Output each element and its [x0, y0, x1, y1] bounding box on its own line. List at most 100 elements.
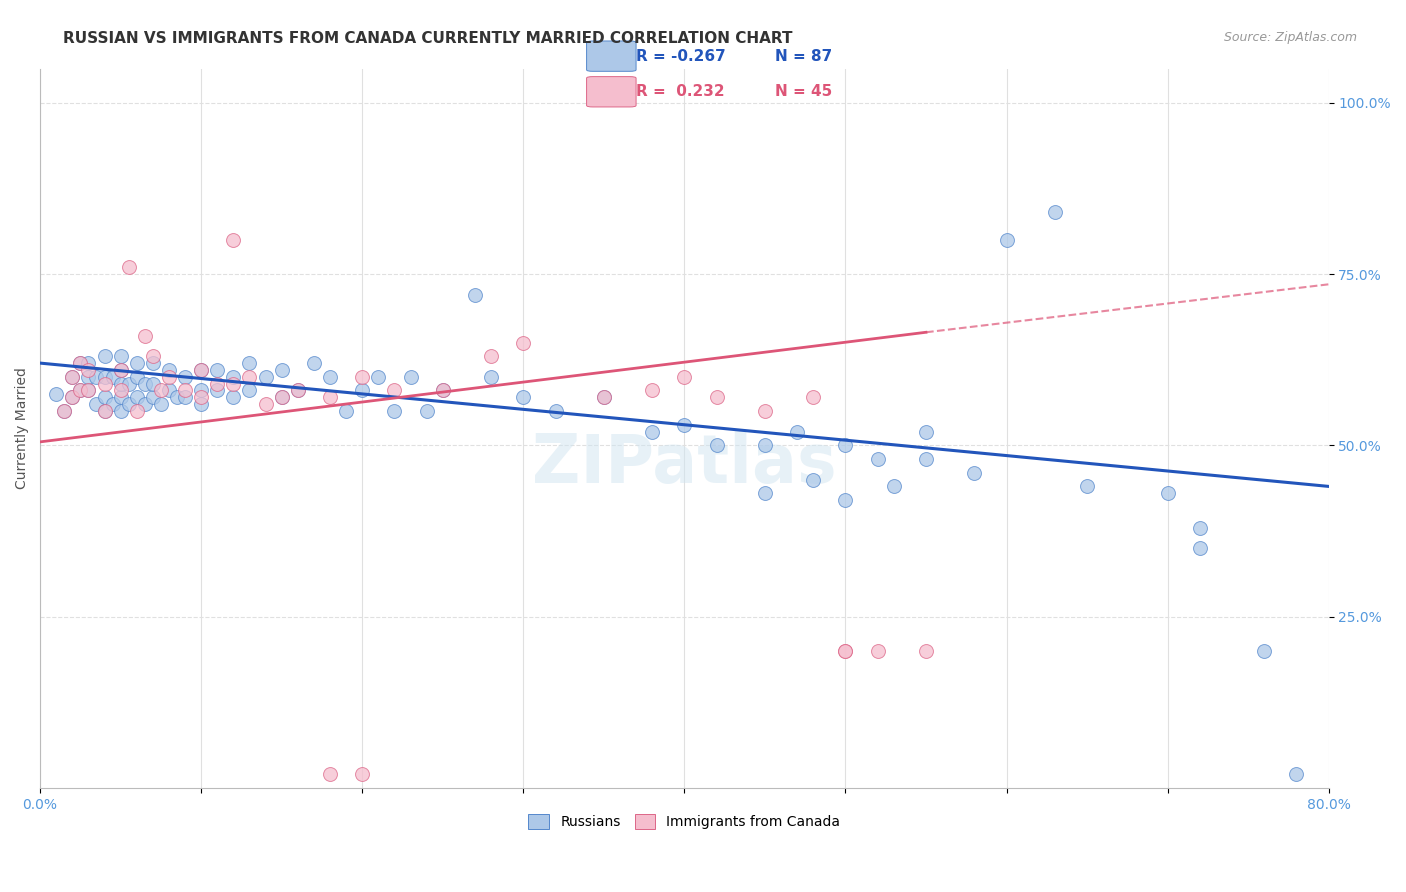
Point	[801, 473, 824, 487]
Point	[367, 369, 389, 384]
Point	[60, 390, 83, 404]
Point	[190, 363, 212, 377]
Point	[134, 397, 156, 411]
Point	[1188, 520, 1211, 534]
Point	[1253, 644, 1275, 658]
Point	[125, 404, 148, 418]
Point	[1285, 767, 1308, 781]
Point	[270, 390, 292, 404]
Point	[93, 349, 115, 363]
Point	[801, 390, 824, 404]
Point	[238, 356, 260, 370]
Point	[60, 369, 83, 384]
Point	[319, 767, 342, 781]
Point	[207, 363, 229, 377]
Point	[384, 384, 406, 398]
Point	[222, 376, 245, 391]
Point	[254, 369, 277, 384]
Point	[641, 384, 664, 398]
Point	[432, 384, 454, 398]
Point	[270, 390, 292, 404]
Point	[786, 425, 808, 439]
Point	[157, 369, 180, 384]
Point	[69, 384, 91, 398]
Point	[142, 376, 165, 391]
Point	[1076, 479, 1098, 493]
Text: N = 45: N = 45	[775, 84, 832, 98]
Point	[866, 644, 889, 658]
FancyBboxPatch shape	[586, 41, 636, 71]
Point	[352, 384, 374, 398]
Point	[270, 363, 292, 377]
Text: N = 87: N = 87	[775, 49, 832, 63]
Point	[915, 644, 938, 658]
Point	[915, 452, 938, 467]
Point	[149, 397, 172, 411]
Point	[60, 390, 83, 404]
Point	[110, 384, 132, 398]
Point	[302, 356, 325, 370]
Point	[432, 384, 454, 398]
Text: Source: ZipAtlas.com: Source: ZipAtlas.com	[1223, 31, 1357, 45]
Point	[174, 384, 197, 398]
Point	[110, 363, 132, 377]
Point	[1188, 541, 1211, 555]
Point	[754, 486, 776, 500]
Point	[883, 479, 905, 493]
Point	[479, 349, 502, 363]
Point	[479, 369, 502, 384]
Point	[641, 425, 664, 439]
Point	[335, 404, 357, 418]
Point	[834, 493, 856, 508]
Point	[238, 369, 260, 384]
Point	[190, 384, 212, 398]
Point	[110, 404, 132, 418]
Point	[69, 356, 91, 370]
Point	[384, 404, 406, 418]
Point	[866, 452, 889, 467]
Point	[222, 390, 245, 404]
Point	[45, 387, 67, 401]
Point	[53, 404, 76, 418]
Point	[254, 397, 277, 411]
Point	[207, 376, 229, 391]
Point	[142, 349, 165, 363]
Point	[118, 376, 141, 391]
Point	[592, 390, 614, 404]
Point	[544, 404, 567, 418]
Point	[592, 390, 614, 404]
Text: ZIPatlas: ZIPatlas	[531, 431, 837, 497]
Point	[125, 356, 148, 370]
Point	[53, 404, 76, 418]
Point	[69, 384, 91, 398]
Point	[754, 438, 776, 452]
Y-axis label: Currently Married: Currently Married	[15, 368, 30, 489]
Point	[834, 644, 856, 658]
Point	[399, 369, 422, 384]
Point	[190, 363, 212, 377]
Point	[125, 390, 148, 404]
Point	[319, 369, 342, 384]
Text: R = -0.267: R = -0.267	[636, 49, 725, 63]
Point	[93, 369, 115, 384]
Point	[110, 390, 132, 404]
Point	[118, 397, 141, 411]
Point	[101, 397, 124, 411]
Point	[1043, 205, 1066, 219]
Point	[110, 363, 132, 377]
Point	[995, 233, 1018, 247]
Point	[86, 369, 108, 384]
Point	[512, 335, 534, 350]
Point	[149, 384, 172, 398]
Point	[134, 328, 156, 343]
Point	[464, 287, 486, 301]
Point	[352, 369, 374, 384]
Point	[77, 356, 100, 370]
Point	[287, 384, 309, 398]
Point	[915, 425, 938, 439]
Point	[673, 369, 696, 384]
Point	[110, 349, 132, 363]
Point	[190, 390, 212, 404]
Point	[142, 356, 165, 370]
Legend: Russians, Immigrants from Canada: Russians, Immigrants from Canada	[523, 809, 846, 835]
